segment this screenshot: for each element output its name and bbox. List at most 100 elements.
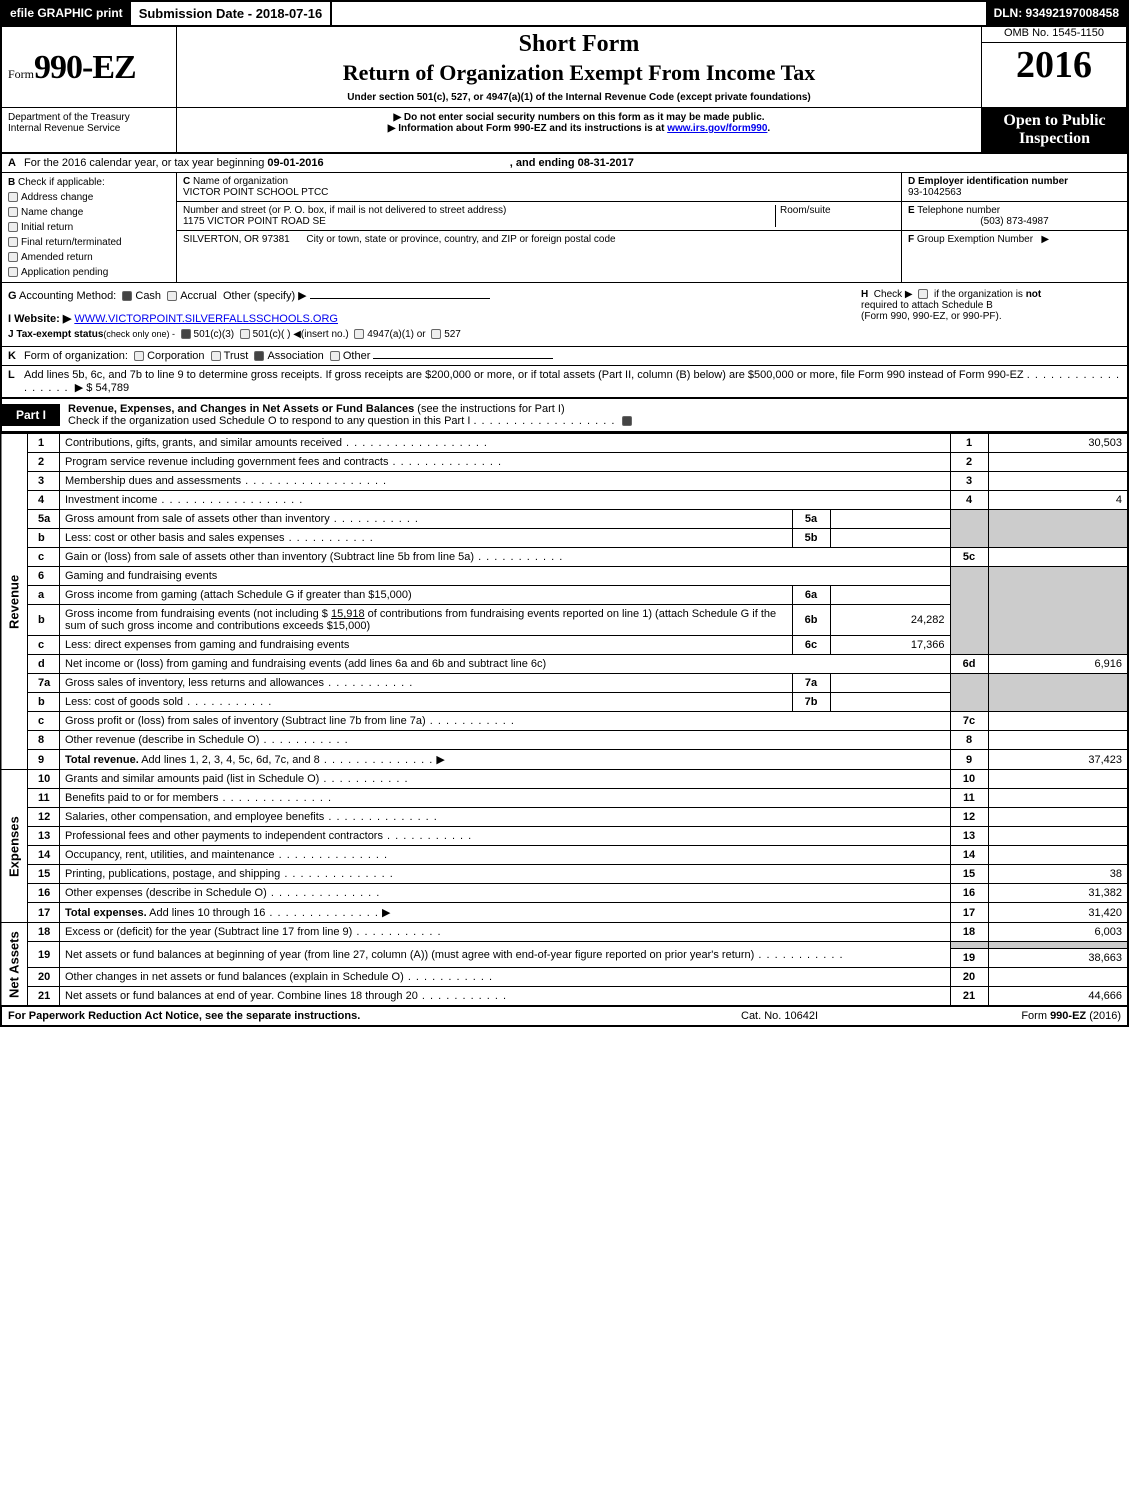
k-o1: Corporation — [147, 350, 204, 362]
checkbox-name-change[interactable] — [8, 207, 18, 217]
l7a-sv — [830, 674, 950, 693]
table-row: 11 Benefits paid to or for members 11 — [1, 789, 1128, 808]
dept-line2: Internal Revenue Service — [8, 123, 170, 134]
footer: For Paperwork Reduction Act Notice, see … — [0, 1006, 1129, 1027]
checkbox-501c[interactable] — [240, 329, 250, 339]
checkbox-schedule-b[interactable] — [918, 289, 928, 299]
checkbox-501c3[interactable] — [181, 329, 191, 339]
checkbox-association[interactable] — [254, 351, 264, 361]
checkbox-corporation[interactable] — [134, 351, 144, 361]
phone-value: (503) 873-4987 — [980, 216, 1048, 227]
box-d-lbl: D — [908, 176, 915, 187]
l2-no: 2 — [28, 453, 60, 472]
l1-val: 30,503 — [988, 434, 1128, 453]
col-b: B Check if applicable: Address change Na… — [2, 173, 177, 282]
footer-right-post: (2016) — [1086, 1010, 1121, 1022]
part1-table: Revenue 1 Contributions, gifts, grants, … — [0, 433, 1129, 1006]
col-c: C Name of organization VICTOR POINT SCHO… — [177, 173, 902, 282]
line-k-body: Form of organization: Corporation Trust … — [24, 350, 553, 362]
l19-val: 38,663 — [988, 949, 1128, 968]
checkbox-final-return[interactable] — [8, 237, 18, 247]
l7c-no: c — [28, 712, 60, 731]
irs-link[interactable]: www.irs.gov/form990 — [667, 123, 767, 134]
l17-val: 31,420 — [988, 903, 1128, 923]
l6b-amt: 15,918 — [331, 608, 365, 620]
box-f: F Group Exemption Number ▶ — [902, 231, 1127, 248]
line-h-t3: required to attach Schedule B — [861, 300, 993, 311]
l5c-desc: Gain or (loss) from sale of assets other… — [60, 548, 951, 567]
box-d: D Employer identification number 93-1042… — [902, 173, 1127, 202]
l7a-desc: Gross sales of inventory, less returns a… — [60, 674, 793, 693]
line-i-title: Website: ▶ — [14, 313, 71, 325]
line-h-not: not — [1026, 289, 1042, 300]
l19-desc: Net assets or fund balances at beginning… — [60, 942, 951, 968]
top-bar: efile GRAPHIC print Submission Date - 20… — [0, 0, 1129, 25]
checkbox-other-org[interactable] — [330, 351, 340, 361]
l3-no: 3 — [28, 472, 60, 491]
line-gh-row: G Accounting Method: Cash Accrual Other … — [0, 283, 1129, 347]
l7b-sv — [830, 693, 950, 712]
l12-no: 12 — [28, 808, 60, 827]
l5ab-grey — [950, 510, 988, 548]
j-o4: 527 — [444, 329, 461, 340]
l6c-sv: 17,366 — [830, 636, 950, 655]
l2-box: 2 — [950, 453, 988, 472]
topbar-spacer — [332, 2, 985, 25]
l7c-val — [988, 712, 1128, 731]
l6a-desc: Gross income from gaming (attach Schedul… — [60, 586, 793, 605]
l4-box: 4 — [950, 491, 988, 510]
l6c-desc: Less: direct expenses from gaming and fu… — [60, 636, 793, 655]
l11-no: 11 — [28, 789, 60, 808]
l20-desc: Other changes in net assets or fund bala… — [60, 968, 951, 987]
form-number-cell: Form990-EZ — [2, 27, 177, 107]
omb-number: OMB No. 1545-1150 — [982, 27, 1126, 43]
checkbox-address-change[interactable] — [8, 192, 18, 202]
l9-no: 9 — [28, 750, 60, 770]
table-row: 6 Gaming and fundraising events — [1, 567, 1128, 586]
box-f-title: Group Exemption Number — [917, 234, 1033, 245]
title-return: Return of Organization Exempt From Incom… — [183, 60, 975, 86]
checkbox-amended-return[interactable] — [8, 252, 18, 262]
subtitle: Under section 501(c), 527, or 4947(a)(1)… — [183, 92, 975, 103]
line-a-pre: For the 2016 calendar year, or tax year … — [24, 157, 267, 169]
table-row: 9 Total revenue. Add lines 1, 2, 3, 4, 5… — [1, 750, 1128, 770]
line-b-title: Check if applicable: — [18, 177, 105, 188]
l5a-sv — [830, 510, 950, 529]
l1-no: 1 — [28, 434, 60, 453]
table-row: 16 Other expenses (describe in Schedule … — [1, 884, 1128, 903]
line-g: G Accounting Method: Cash Accrual Other … — [8, 289, 861, 340]
l6c-no: c — [28, 636, 60, 655]
l5c-box: 5c — [950, 548, 988, 567]
org-name: VICTOR POINT SCHOOL PTCC — [183, 187, 328, 198]
checkbox-initial-return[interactable] — [8, 222, 18, 232]
cb-label-3: Final return/terminated — [21, 237, 122, 248]
table-row: 13 Professional fees and other payments … — [1, 827, 1128, 846]
line-j-text: Tax-exempt status — [16, 329, 103, 340]
checkbox-schedule-o[interactable] — [622, 416, 632, 426]
l17-desc: Total expenses. Add lines 10 through 16 — [60, 903, 951, 923]
l10-box: 10 — [950, 770, 988, 789]
table-row: 3 Membership dues and assessments 3 — [1, 472, 1128, 491]
l10-val — [988, 770, 1128, 789]
instr-line2-pre: ▶ Information about Form 990-EZ and its … — [388, 123, 667, 134]
checkbox-527[interactable] — [431, 329, 441, 339]
l19-grey-val — [988, 942, 1128, 949]
l6c-sm: 6c — [792, 636, 830, 655]
l13-desc: Professional fees and other payments to … — [60, 827, 951, 846]
l7b-sm: 7b — [792, 693, 830, 712]
checkbox-application-pending[interactable] — [8, 267, 18, 277]
l10-desc: Grants and similar amounts paid (list in… — [60, 770, 951, 789]
l18-desc: Excess or (deficit) for the year (Subtra… — [60, 923, 951, 942]
box-e-title: Telephone number — [917, 205, 1000, 216]
l8-desc: Other revenue (describe in Schedule O) — [60, 731, 951, 750]
checkbox-accrual[interactable] — [167, 291, 177, 301]
l5b-sv — [830, 529, 950, 548]
checkbox-cash[interactable] — [122, 291, 132, 301]
line-a-text: For the 2016 calendar year, or tax year … — [24, 157, 634, 169]
l6b-pre: Gross income from fundraising events (no… — [65, 608, 331, 620]
sidetab-revenue: Revenue — [1, 434, 28, 770]
form-number: 990-EZ — [34, 49, 136, 86]
checkbox-trust[interactable] — [211, 351, 221, 361]
checkbox-4947[interactable] — [354, 329, 364, 339]
website-link[interactable]: WWW.VICTORPOINT.SILVERFALLSSCHOOLS.ORG — [74, 313, 338, 325]
